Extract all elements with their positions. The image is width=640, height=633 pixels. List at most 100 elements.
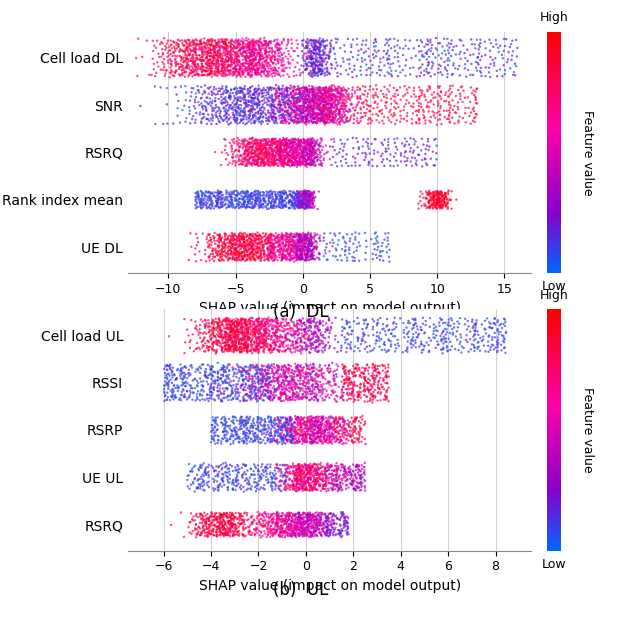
Point xyxy=(264,377,275,387)
Point xyxy=(291,486,301,496)
Point xyxy=(308,67,319,77)
Point xyxy=(204,70,214,80)
Point xyxy=(227,383,237,393)
Point xyxy=(300,201,310,211)
Point xyxy=(304,521,314,531)
Point xyxy=(360,470,370,480)
Point xyxy=(424,203,435,213)
Point xyxy=(250,156,260,166)
Point xyxy=(252,141,262,151)
Point xyxy=(221,113,232,123)
Point xyxy=(274,146,284,156)
Point xyxy=(356,470,367,480)
Point xyxy=(300,436,310,446)
Point xyxy=(317,389,327,399)
Point xyxy=(230,99,240,110)
Point xyxy=(244,387,255,398)
Point xyxy=(236,241,246,251)
Point xyxy=(299,138,309,148)
Point xyxy=(244,383,255,393)
Point xyxy=(282,192,292,203)
Point xyxy=(420,192,431,203)
Point xyxy=(339,463,349,473)
Point xyxy=(280,146,290,156)
Point xyxy=(319,106,330,116)
Point xyxy=(249,110,259,120)
Point xyxy=(220,365,230,375)
Point xyxy=(321,91,332,101)
Point xyxy=(381,347,392,357)
Point xyxy=(304,193,314,203)
Point xyxy=(235,70,245,80)
Point xyxy=(259,330,269,340)
Point xyxy=(327,318,337,328)
Point xyxy=(227,60,237,70)
Point xyxy=(312,461,323,472)
Point xyxy=(298,91,308,101)
Point xyxy=(237,436,247,446)
Point xyxy=(180,363,191,373)
Point xyxy=(263,147,273,158)
Point xyxy=(301,231,311,241)
Point xyxy=(156,52,166,62)
Point xyxy=(220,62,230,72)
Point xyxy=(224,238,234,248)
Point xyxy=(237,86,247,96)
Point xyxy=(253,345,263,355)
Point xyxy=(332,61,342,71)
Point xyxy=(295,484,305,494)
Point xyxy=(305,99,316,110)
Point xyxy=(324,437,335,448)
Point xyxy=(280,368,290,379)
Point xyxy=(195,196,205,206)
Point xyxy=(380,363,390,373)
Point xyxy=(241,161,251,171)
Point xyxy=(346,42,356,52)
Point xyxy=(293,194,303,204)
Point xyxy=(336,422,346,432)
Point xyxy=(197,474,207,484)
Point xyxy=(218,473,228,483)
Point xyxy=(267,135,277,145)
Point xyxy=(253,151,264,161)
Point xyxy=(436,197,447,207)
Point xyxy=(278,151,288,161)
Point xyxy=(208,416,218,426)
Point xyxy=(230,47,241,58)
Point xyxy=(210,418,220,428)
Point xyxy=(191,92,201,102)
Point xyxy=(305,467,315,477)
Point xyxy=(434,188,444,198)
Point xyxy=(281,373,291,384)
Point xyxy=(264,248,274,258)
Point xyxy=(214,254,224,265)
Point xyxy=(292,517,302,527)
Point xyxy=(301,432,312,442)
Point xyxy=(237,36,247,46)
Point xyxy=(232,415,242,425)
Point xyxy=(234,230,244,241)
Point xyxy=(327,422,337,432)
Point xyxy=(343,391,353,401)
Point xyxy=(345,474,355,484)
Point xyxy=(285,417,295,427)
Point xyxy=(223,248,233,258)
Point xyxy=(294,144,305,154)
Point xyxy=(197,514,207,524)
Point xyxy=(351,429,362,439)
Point xyxy=(314,49,324,60)
Point xyxy=(230,341,241,351)
Point xyxy=(232,341,242,351)
Point xyxy=(356,485,366,495)
Point xyxy=(312,135,323,145)
Point xyxy=(331,470,341,480)
Point xyxy=(219,237,229,247)
Point xyxy=(298,190,308,200)
Point xyxy=(284,203,294,213)
Point xyxy=(313,323,323,333)
Point xyxy=(235,335,245,345)
Point xyxy=(278,54,288,64)
Point xyxy=(424,196,434,206)
Point xyxy=(258,365,268,375)
Point xyxy=(281,118,291,128)
